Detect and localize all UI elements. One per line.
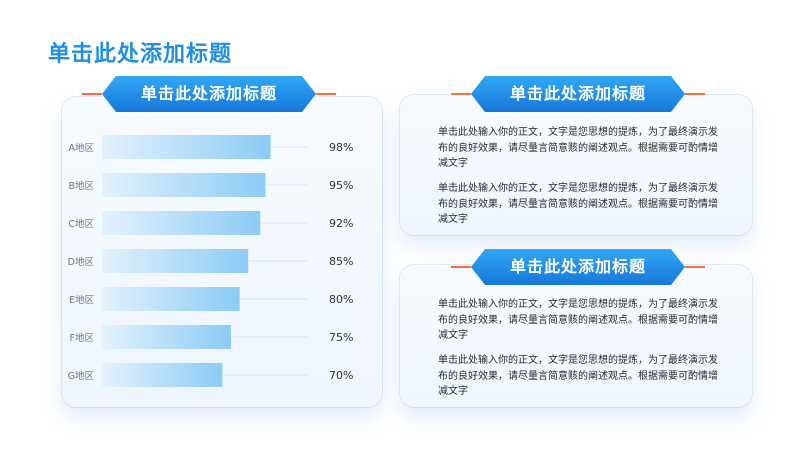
header-line-left	[82, 93, 102, 95]
chart-panel	[62, 97, 382, 407]
header-hexagon	[471, 249, 685, 285]
header-line-left	[451, 93, 471, 95]
header-hexagon	[102, 76, 316, 112]
paragraph: 单击此处输入你的正文，文字是您思想的提炼，为了最终演示发布的良好效果，请尽量言简…	[438, 127, 718, 169]
paragraph: 单击此处输入你的正文，文字是您思想的提炼，为了最终演示发布的良好效果，请尽量言简…	[438, 183, 718, 225]
page-title: 单击此处添加标题	[48, 42, 233, 67]
text-panel-bottom-header: 单击此处添加标题	[451, 249, 705, 285]
header-line-left	[451, 266, 471, 268]
chart-panel-header: 单击此处添加标题	[82, 76, 336, 112]
text-panel-bottom-title: 单击此处添加标题	[509, 257, 646, 276]
text-panel-top-header: 单击此处添加标题	[451, 76, 705, 112]
header-line-right	[685, 266, 705, 268]
header-hexagon	[471, 76, 685, 112]
chart-panel-title: 单击此处添加标题	[140, 84, 277, 103]
text-panel-top-title: 单击此处添加标题	[509, 84, 646, 103]
paragraph: 单击此处输入你的正文，文字是您思想的提炼，为了最终演示发布的良好效果，请尽量言简…	[438, 355, 718, 397]
header-line-right	[685, 93, 705, 95]
paragraph: 单击此处输入你的正文，文字是您思想的提炼，为了最终演示发布的良好效果，请尽量言简…	[438, 299, 718, 341]
text-panel-top	[400, 95, 752, 235]
text-panel-bottom	[400, 265, 752, 407]
header-line-right	[316, 93, 336, 95]
